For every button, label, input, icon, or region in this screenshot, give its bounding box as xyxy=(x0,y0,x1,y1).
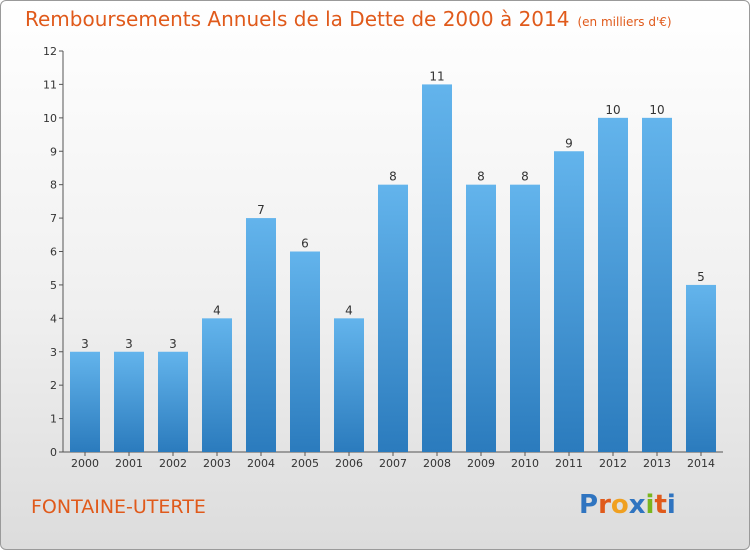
bar xyxy=(686,284,716,452)
x-tick-label: 2011 xyxy=(555,457,583,470)
bar xyxy=(202,318,232,452)
data-label: 5 xyxy=(697,270,705,284)
y-tick-label: 8 xyxy=(50,179,57,192)
y-tick-label: 5 xyxy=(50,279,57,292)
chart-title: Remboursements Annuels de la Dette de 20… xyxy=(25,7,672,31)
brand-letter: P xyxy=(579,490,599,520)
chart-title-text: Remboursements Annuels de la Dette de 20… xyxy=(25,7,570,31)
y-tick-label: 6 xyxy=(50,246,57,259)
y-tick-label: 9 xyxy=(50,145,57,158)
bar xyxy=(246,218,276,452)
x-tick-label: 2000 xyxy=(71,457,99,470)
x-tick-label: 2004 xyxy=(247,457,275,470)
data-label: 7 xyxy=(257,203,265,217)
x-tick-label: 2013 xyxy=(643,457,671,470)
data-label: 8 xyxy=(477,170,485,184)
data-label: 3 xyxy=(125,337,133,351)
data-label: 10 xyxy=(649,103,664,117)
x-tick-label: 2010 xyxy=(511,457,539,470)
x-tick-label: 2014 xyxy=(687,457,715,470)
data-label: 10 xyxy=(605,103,620,117)
brand-letter: i xyxy=(645,490,655,520)
x-tick-label: 2009 xyxy=(467,457,495,470)
y-tick-label: 11 xyxy=(43,78,57,91)
bar xyxy=(510,184,540,452)
data-label: 9 xyxy=(565,136,573,150)
bar xyxy=(114,351,144,452)
brand-letter: r xyxy=(598,490,611,520)
y-tick-label: 1 xyxy=(50,413,57,426)
y-tick-label: 10 xyxy=(43,112,57,125)
x-tick-label: 2005 xyxy=(291,457,319,470)
bar xyxy=(70,351,100,452)
y-tick-label: 4 xyxy=(50,312,57,325)
data-label: 8 xyxy=(389,170,397,184)
bar xyxy=(554,151,584,452)
data-label: 3 xyxy=(169,337,177,351)
x-tick-label: 2008 xyxy=(423,457,451,470)
y-tick-label: 3 xyxy=(50,346,57,359)
data-label: 3 xyxy=(81,337,89,351)
bar xyxy=(598,117,628,452)
y-tick-label: 12 xyxy=(43,45,57,58)
data-label: 6 xyxy=(301,237,309,251)
y-tick-label: 2 xyxy=(50,379,57,392)
brand-logo: Proxiti xyxy=(579,490,676,520)
bar xyxy=(466,184,496,452)
data-label: 4 xyxy=(213,303,221,317)
x-tick-label: 2006 xyxy=(335,457,363,470)
data-label: 4 xyxy=(345,303,353,317)
brand-letter: t xyxy=(654,490,667,520)
city-name: FONTAINE-UTERTE xyxy=(31,496,206,518)
bar xyxy=(334,318,364,452)
data-label: 8 xyxy=(521,170,529,184)
y-tick-label: 7 xyxy=(50,212,57,225)
bar xyxy=(290,251,320,452)
x-tick-label: 2003 xyxy=(203,457,231,470)
chart-unit: (en milliers d'€) xyxy=(577,15,672,29)
x-tick-label: 2001 xyxy=(115,457,143,470)
x-tick-label: 2002 xyxy=(159,457,187,470)
brand-letter: o xyxy=(610,490,629,520)
chart-labels: 2000 3 2001 3 2002 3 2003 4 2004 7 2005 6 2006 4 2007 8… xyxy=(71,69,715,470)
brand-letter: x xyxy=(628,490,646,520)
bar xyxy=(378,184,408,452)
brand-letter: i xyxy=(666,490,676,520)
bar xyxy=(642,117,672,452)
x-tick-label: 2007 xyxy=(379,457,407,470)
y-tick-label: 0 xyxy=(50,446,57,459)
bar xyxy=(422,84,452,453)
chart-bars xyxy=(70,84,716,453)
x-tick-label: 2012 xyxy=(599,457,627,470)
data-label: 11 xyxy=(429,69,444,83)
bar xyxy=(158,351,188,452)
